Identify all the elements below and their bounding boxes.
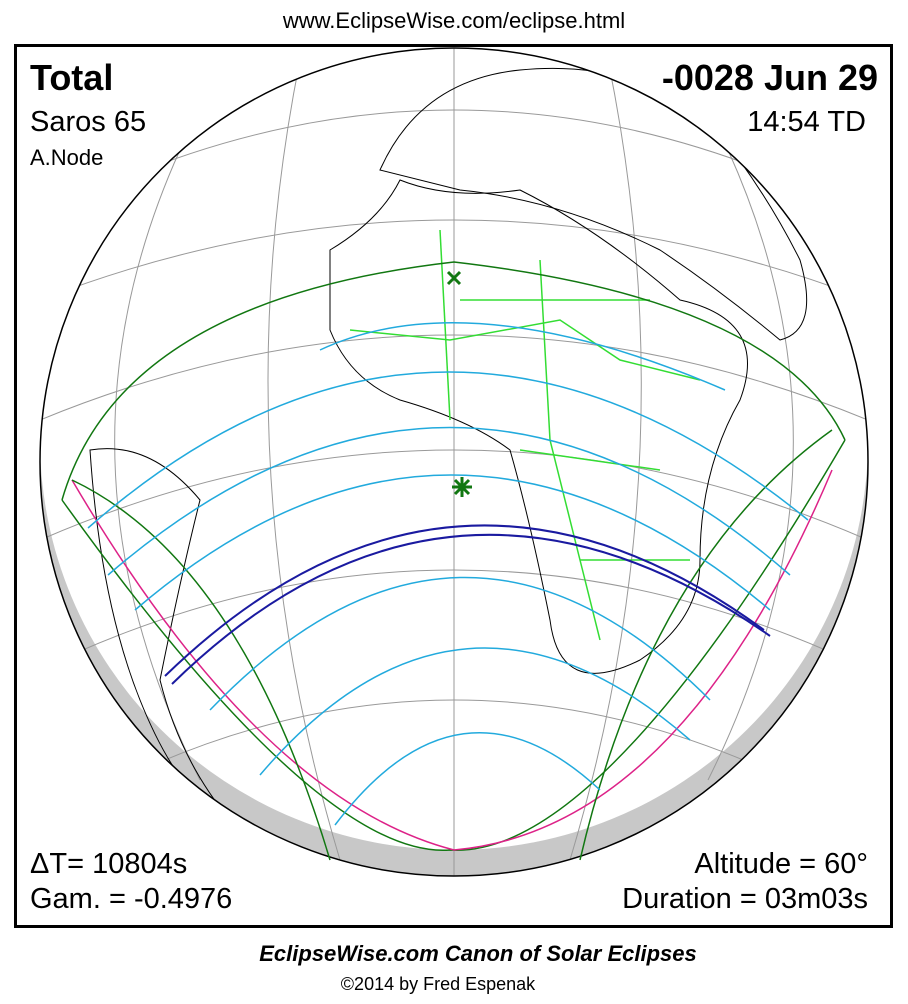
footer-credit: ©2014 by Fred Espenak bbox=[341, 974, 536, 994]
time: 14:54 TD bbox=[747, 106, 866, 138]
globe bbox=[40, 48, 868, 876]
eclipse-type: Total bbox=[30, 57, 113, 98]
duration: Duration = 03m03s bbox=[622, 883, 868, 915]
coastlines bbox=[89, 67, 808, 821]
node: A.Node bbox=[30, 145, 103, 170]
url: www.EclipseWise.com/eclipse.html bbox=[282, 8, 625, 33]
gamma: Gam. = -0.4976 bbox=[30, 883, 232, 915]
saros: Saros 65 bbox=[30, 106, 146, 138]
eclipse-paths bbox=[61, 261, 846, 861]
greatest-eclipse bbox=[446, 270, 472, 497]
graticule bbox=[40, 48, 868, 876]
borders bbox=[349, 229, 701, 641]
delta-t: ΔT= 10804s bbox=[30, 848, 187, 880]
altitude: Altitude = 60° bbox=[694, 848, 868, 880]
globe-limb bbox=[39, 47, 869, 877]
eclipse-date: -0028 Jun 29 bbox=[662, 57, 878, 98]
footer-title: EclipseWise.com Canon of Solar Eclipses bbox=[259, 941, 697, 966]
